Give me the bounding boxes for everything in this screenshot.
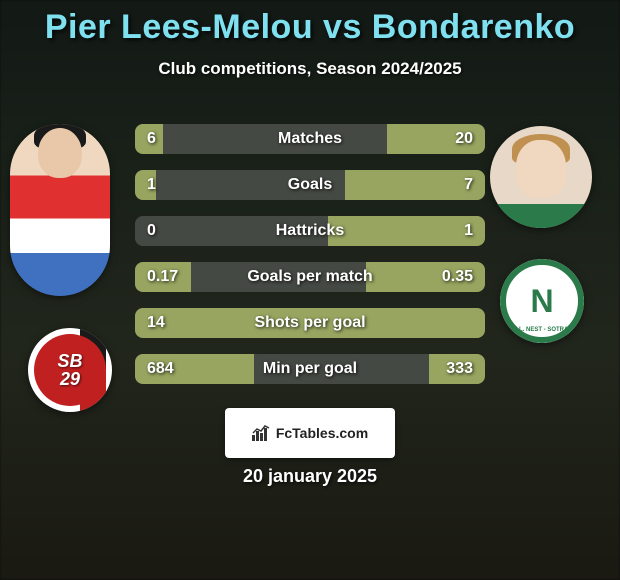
stat-label: Matches [135,124,485,154]
stat-value-right: 0.35 [442,262,473,292]
stat-label: Goals per match [135,262,485,292]
avatar-head [38,128,82,178]
stat-value-right: 20 [455,124,473,154]
attribution-card: FcTables.com [225,408,395,458]
stat-row: 0Hattricks1 [135,216,485,246]
badge-subtext: I.L. NEST - SOTRA [500,327,584,333]
stat-row: 6Matches20 [135,124,485,154]
date-text: 20 january 2025 [0,466,620,487]
stat-label: Goals [135,170,485,200]
attribution-text: FcTables.com [276,425,368,441]
avatar-head [516,140,566,198]
stat-value-right: 7 [464,170,473,200]
stat-row: 684Min per goal333 [135,354,485,384]
stat-row: 0.17Goals per match0.35 [135,262,485,292]
avatar-shirt [490,204,592,228]
club-left-badge: SB 29 [28,328,112,412]
player-left-avatar [10,124,110,296]
badge-label: SB 29 [57,352,82,388]
content-wrapper: Pier Lees-Melou vs Bondarenko Club compe… [0,0,620,580]
stat-value-right: 333 [446,354,473,384]
page-title: Pier Lees-Melou vs Bondarenko [0,0,620,47]
stat-row: 14Shots per goal [135,308,485,338]
stat-label: Shots per goal [135,308,485,338]
subtitle: Club competitions, Season 2024/2025 [0,59,620,79]
stat-row: 1Goals7 [135,170,485,200]
chart-icon [252,425,272,441]
stat-value-right: 1 [464,216,473,246]
badge-text: SB 29 [34,334,106,406]
player-right-avatar [490,126,592,228]
stats-container: 6Matches201Goals70Hattricks10.17Goals pe… [135,124,485,400]
stat-label: Hattricks [135,216,485,246]
club-right-badge: N I.L. NEST - SOTRA [500,259,584,343]
stat-label: Min per goal [135,354,485,384]
